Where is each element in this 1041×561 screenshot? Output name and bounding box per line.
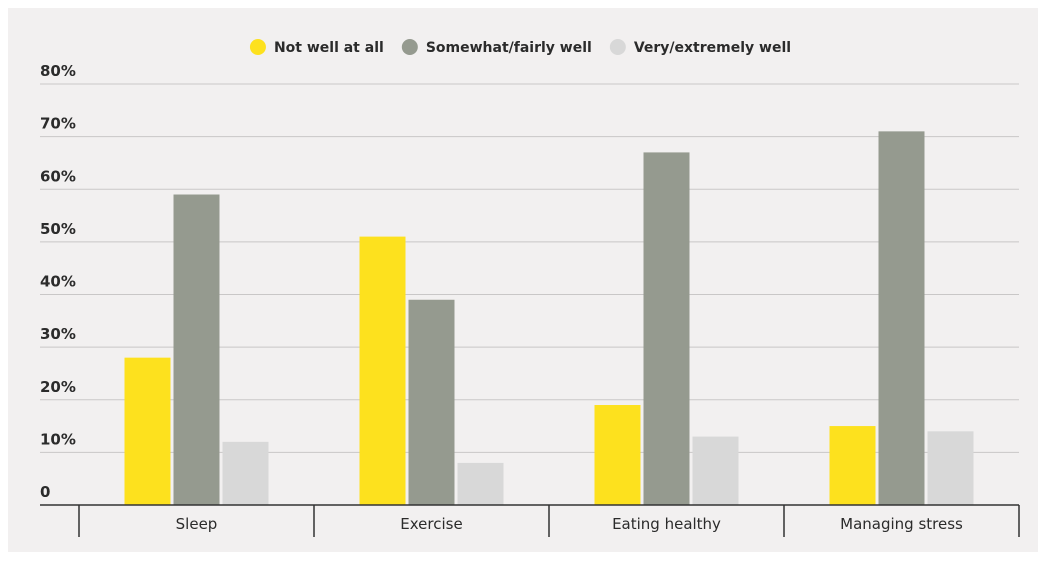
y-tick-label-80: 80% bbox=[40, 62, 76, 80]
y-axis-tick-labels: 0 10% 20% 30% 40% 50% 60% 70% 80% bbox=[40, 62, 76, 501]
x-axis-category-labels: Sleep Exercise Eating healthy Managing stre… bbox=[176, 515, 963, 533]
bar-exercise-series-1 bbox=[408, 299, 455, 505]
y-tick-label-60: 60% bbox=[40, 167, 76, 185]
legend: Not well at all Somewhat/fairly well Very/… bbox=[249, 39, 791, 56]
bar-managing-stress-series-1 bbox=[878, 131, 925, 506]
bar-eating-healthy-series-1 bbox=[643, 152, 690, 505]
y-tick-label-70: 70% bbox=[40, 115, 76, 133]
category-label-managing-stress: Managing stress bbox=[840, 515, 963, 533]
category-label-sleep: Sleep bbox=[176, 515, 218, 533]
legend-label-1: Somewhat/fairly well bbox=[426, 40, 592, 56]
bar-sleep-series-2 bbox=[222, 441, 269, 505]
legend-swatch-2 bbox=[609, 39, 626, 55]
bars bbox=[124, 131, 974, 506]
bar-exercise-series-0 bbox=[359, 236, 406, 506]
bar-managing-stress-series-2 bbox=[927, 431, 974, 505]
category-label-eating-healthy: Eating healthy bbox=[612, 515, 721, 533]
y-tick-label-40: 40% bbox=[40, 273, 76, 291]
legend-swatch-0 bbox=[249, 39, 266, 55]
legend-label-2: Very/extremely well bbox=[634, 40, 791, 56]
y-tick-label-0: 0 bbox=[40, 483, 50, 501]
bar-exercise-series-2 bbox=[457, 462, 504, 505]
bar-sleep-series-1 bbox=[173, 194, 220, 505]
y-tick-label-20: 20% bbox=[40, 378, 76, 396]
bar-managing-stress-series-0 bbox=[829, 426, 876, 505]
legend-label-0: Not well at all bbox=[274, 40, 384, 56]
bar-eating-healthy-series-0 bbox=[594, 405, 641, 505]
y-tick-label-10: 10% bbox=[40, 430, 76, 448]
legend-swatch-1 bbox=[401, 39, 418, 55]
bar-eating-healthy-series-2 bbox=[692, 436, 739, 505]
x-axis bbox=[40, 504, 1020, 537]
bar-sleep-series-0 bbox=[124, 357, 171, 505]
y-tick-label-30: 30% bbox=[40, 325, 76, 343]
category-label-exercise: Exercise bbox=[400, 515, 462, 533]
y-tick-label-50: 50% bbox=[40, 220, 76, 238]
